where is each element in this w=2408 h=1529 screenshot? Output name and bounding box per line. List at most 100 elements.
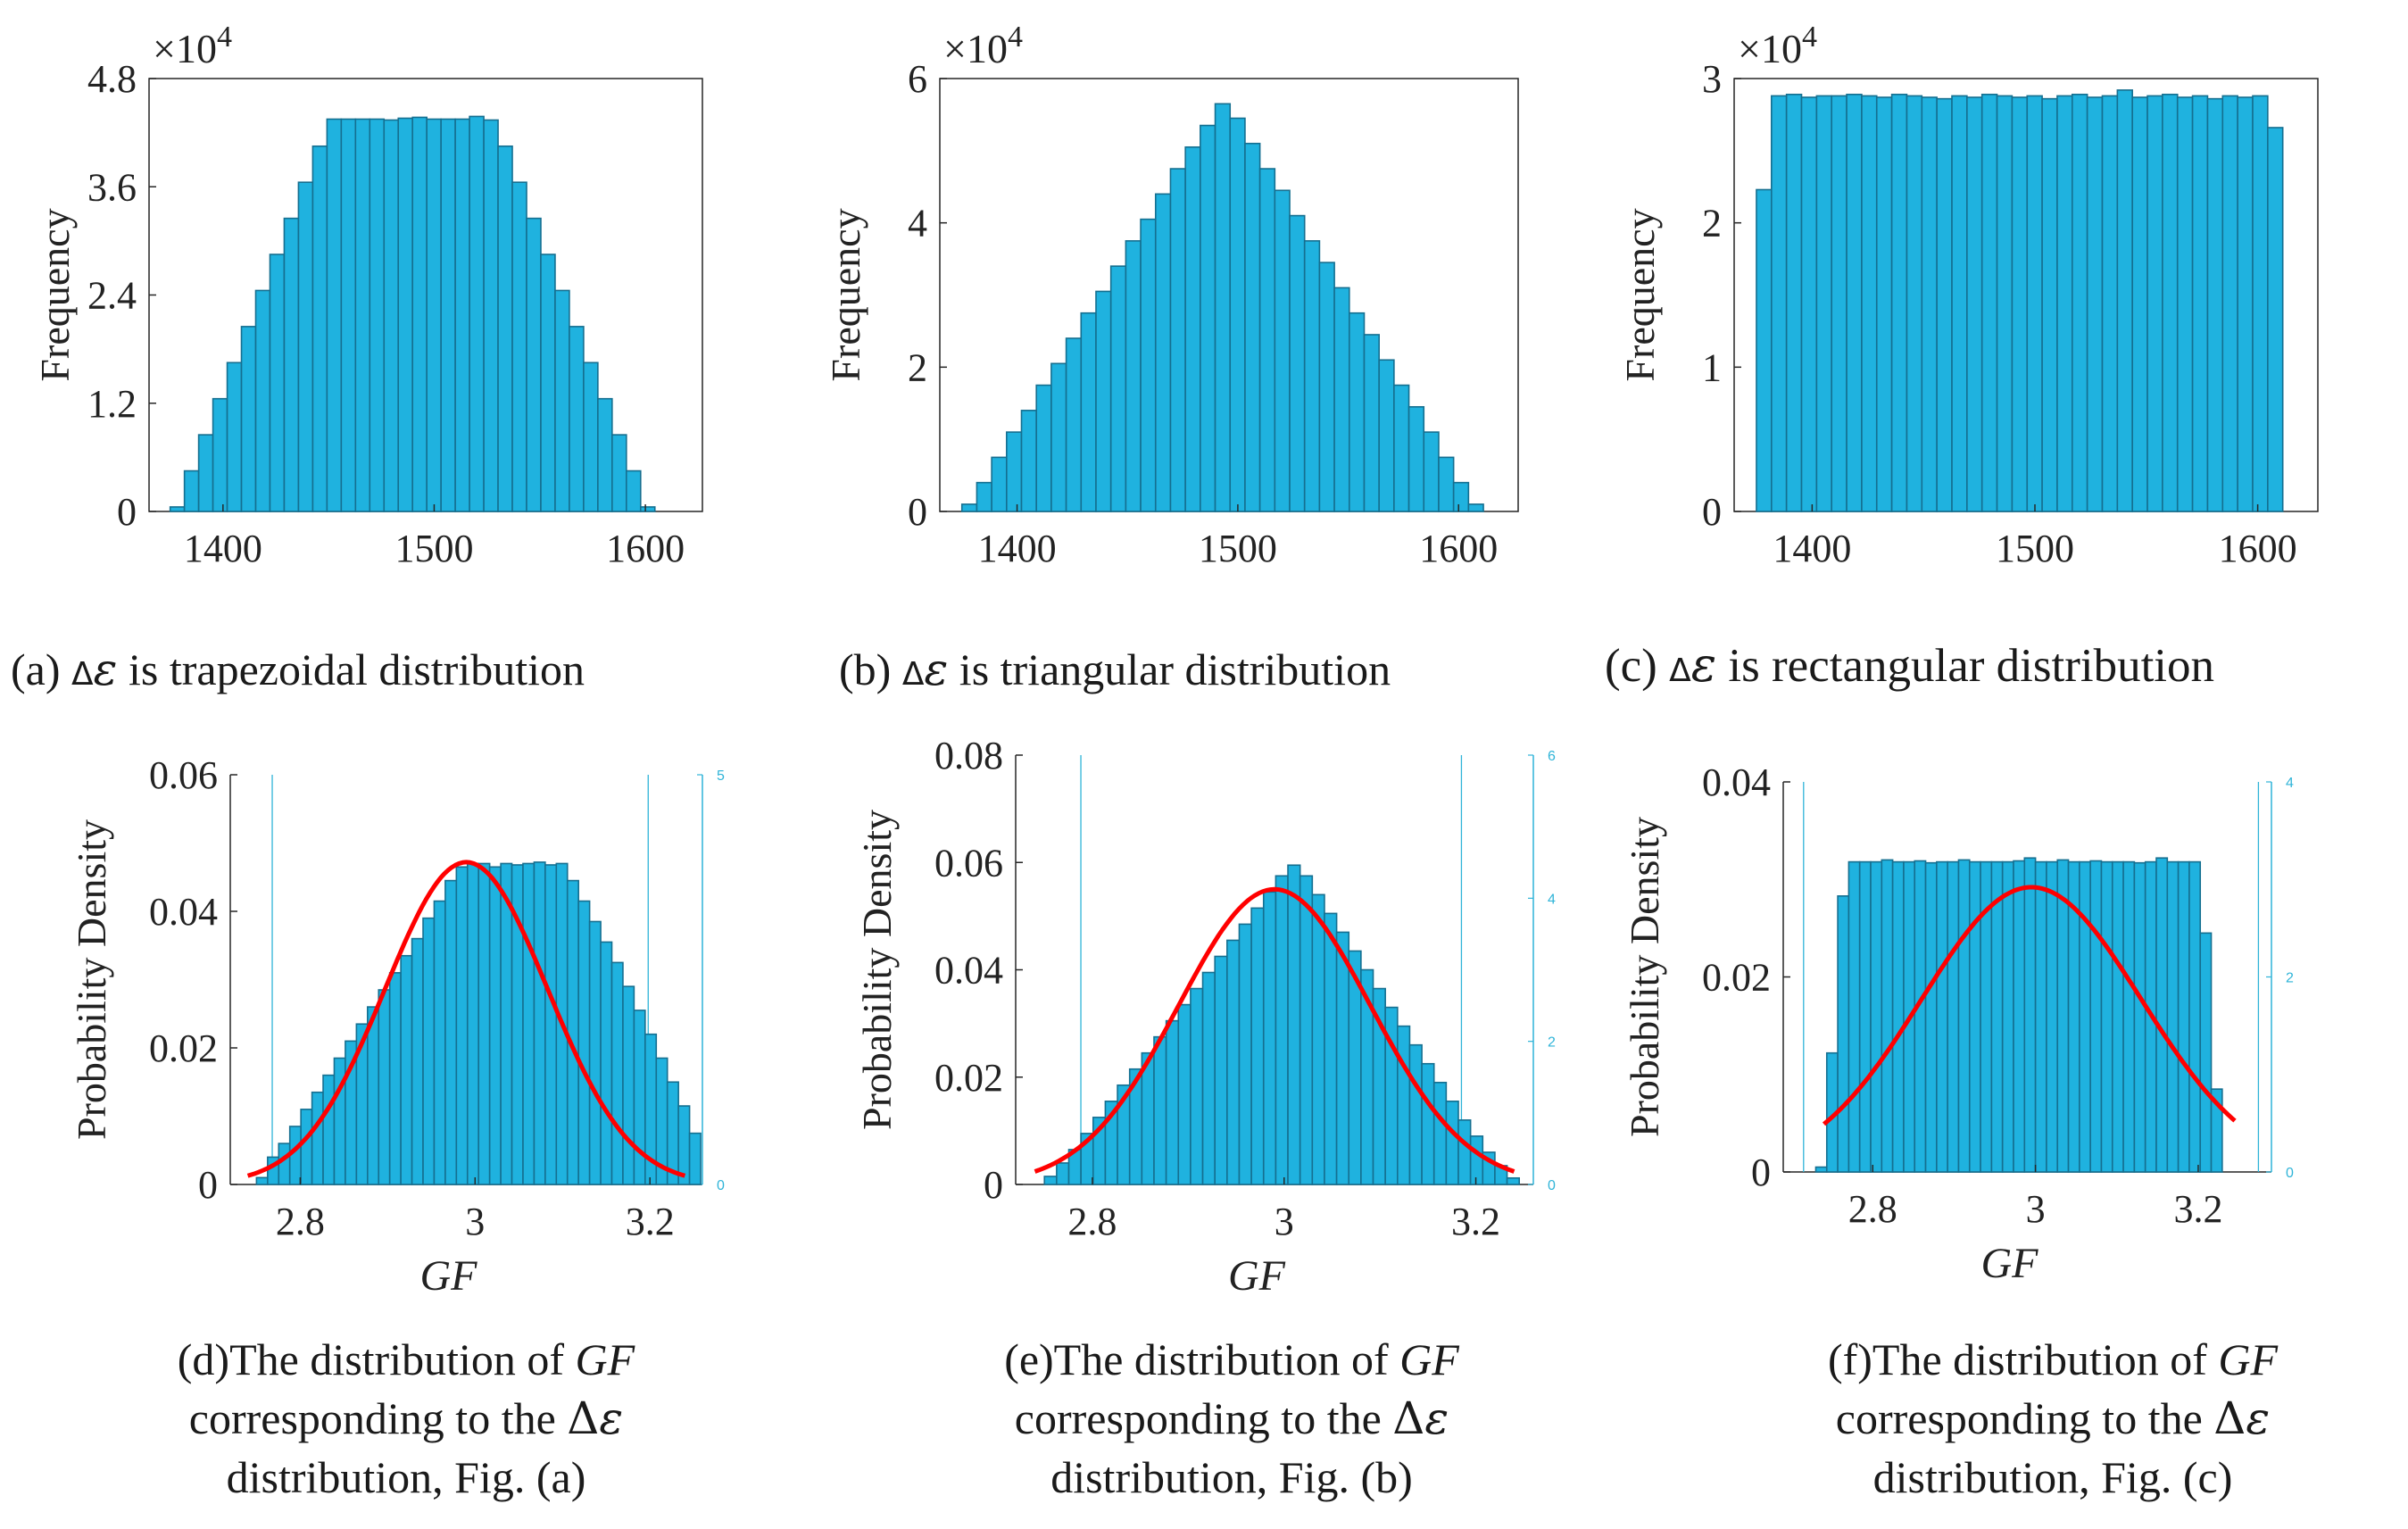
y-tick-label: 0.06 [934,841,1003,885]
histogram-bar [367,1006,380,1185]
y-tick-label: 2 [908,345,927,389]
histogram-bar [1050,362,1067,512]
histogram-bar [1289,214,1306,512]
histogram-bar [422,917,436,1185]
histogram-bar [2011,96,2029,512]
histogram-bar [354,118,371,512]
right-tick-label: 0 [717,1178,725,1193]
caption-d-line3: distribution, Fig. (a) [226,1452,586,1502]
caption-f-text: (f)The distribution of [1827,1334,2219,1384]
histogram-bar [1333,287,1350,512]
histogram-bar [1800,96,1818,512]
histogram-bar [1846,93,1863,512]
histogram-bar [1785,93,1803,512]
histogram-bar [597,397,613,512]
histogram-bar [2001,860,2014,1173]
histogram-bar [1274,189,1291,512]
histogram-bar [1966,96,1983,512]
right-tick-label: 2 [2286,971,2294,986]
histogram-bar [1980,93,1998,512]
caption-a-epsilon: ε [93,644,118,695]
histogram-bar [2177,860,2190,1173]
histogram-bar [2056,859,2070,1173]
caption-d-text: (d)The distribution of [177,1334,576,1384]
caption-b-delta: Δ [901,656,925,693]
histogram-bar [1408,1043,1423,1185]
histogram-bar [1936,97,1953,512]
caption-c: (c) Δε is rectangular distribution [1605,636,2214,702]
histogram-bar [2071,93,2088,512]
x-axis-label: GF [1228,1252,1286,1300]
caption-c-prefix: (c) [1605,640,1670,692]
x-axis-label: GF [1981,1240,2039,1287]
right-tick-label: 2 [1548,1035,1556,1051]
histogram-bar [1348,312,1366,512]
y-tick-label: 2.4 [87,274,137,318]
histogram-bar [633,1010,646,1185]
histogram-bar [466,862,480,1185]
histogram-bar [212,397,228,512]
caption-f-line3: distribution, Fig. (c) [1872,1452,2233,1502]
x-tick-label: 3.2 [1451,1200,1500,1243]
caption-f-line2: corresponding to the Δε [1700,1389,2405,1448]
histogram-bar [311,1091,324,1185]
histogram-bar [2188,860,2202,1173]
histogram-bar [611,434,627,512]
histogram-bar [1432,1081,1448,1185]
panel-c-chart: 1400 1500 1600 0 1 2 3 Frequency ×104 [1617,21,2319,570]
histogram-bar [2221,95,2238,512]
histogram-bar [1378,359,1395,512]
histogram-bar [1141,1051,1155,1185]
x-tick-label: 1600 [606,527,685,570]
histogram-bar [1423,431,1440,512]
scale-factor-exp: 4 [1802,21,1817,54]
histogram-bar [533,861,546,1185]
y-axis-label: Probability Density [854,810,900,1130]
panel-e-chart: 0 2 4 6 2.8 3 3.2 0 0.02 0.04 0.06 0.08 Probability … [854,734,1556,1300]
histogram-bar [1201,971,1216,1185]
panel-a-chart: 1400 1500 1600 0 1.2 2.4 3.6 4.8 Frequency ×104 [32,21,703,570]
histogram-bar [569,326,585,512]
histogram-bar [1861,95,1878,512]
scale-factor-base: ×10 [943,26,1008,71]
histogram-bar [1771,95,1788,512]
fit-curve [1034,886,1515,1174]
y-tick-label: 0 [117,490,137,534]
histogram-bar [477,862,491,1185]
y-axis-label: Probability Density [69,819,114,1140]
histogram-bar [1756,188,1773,512]
histogram-bar [183,470,200,512]
histogram-bar [2191,95,2209,512]
scale-factor-label: ×104 [943,21,1023,71]
histogram-bar [1184,145,1201,512]
caption-b: (b) Δε is triangular distribution [839,639,1391,705]
histogram-bar [540,253,556,512]
histogram-bar [1177,1003,1192,1185]
histogram-bar [1815,95,1833,512]
histogram-bar [2176,96,2194,512]
histogram-bar [1990,860,2004,1173]
caption-e-epsilon: ε [1424,1392,1449,1444]
y-tick-label: 0.02 [934,1056,1003,1100]
histogram-bar [411,116,428,512]
histogram-bar [2155,857,2169,1173]
right-tick-label: 6 [1548,749,1556,764]
histogram-bar [511,181,527,512]
histogram-bar [1250,907,1265,1185]
histogram-bar [2086,96,2104,512]
caption-c-epsilon: ε [1690,638,1717,693]
histogram-bar [388,972,402,1185]
caption-d-line1: (d)The distribution of GF [54,1330,759,1389]
histogram-bar [1870,860,1883,1173]
histogram-bar [197,434,214,512]
histogram-bar [1968,860,1981,1173]
histogram-bar [1363,334,1380,512]
y-tick-label: 0 [908,490,927,534]
y-axis-label: Frequency [823,208,868,381]
histogram-bar [1244,142,1261,512]
caption-f-line1: (f)The distribution of GF [1700,1330,2405,1389]
y-tick-label: 0.02 [1702,956,1771,1000]
y-tick-label: 0 [198,1163,218,1207]
histogram-bar [1109,265,1127,512]
histogram-bar [497,145,513,512]
